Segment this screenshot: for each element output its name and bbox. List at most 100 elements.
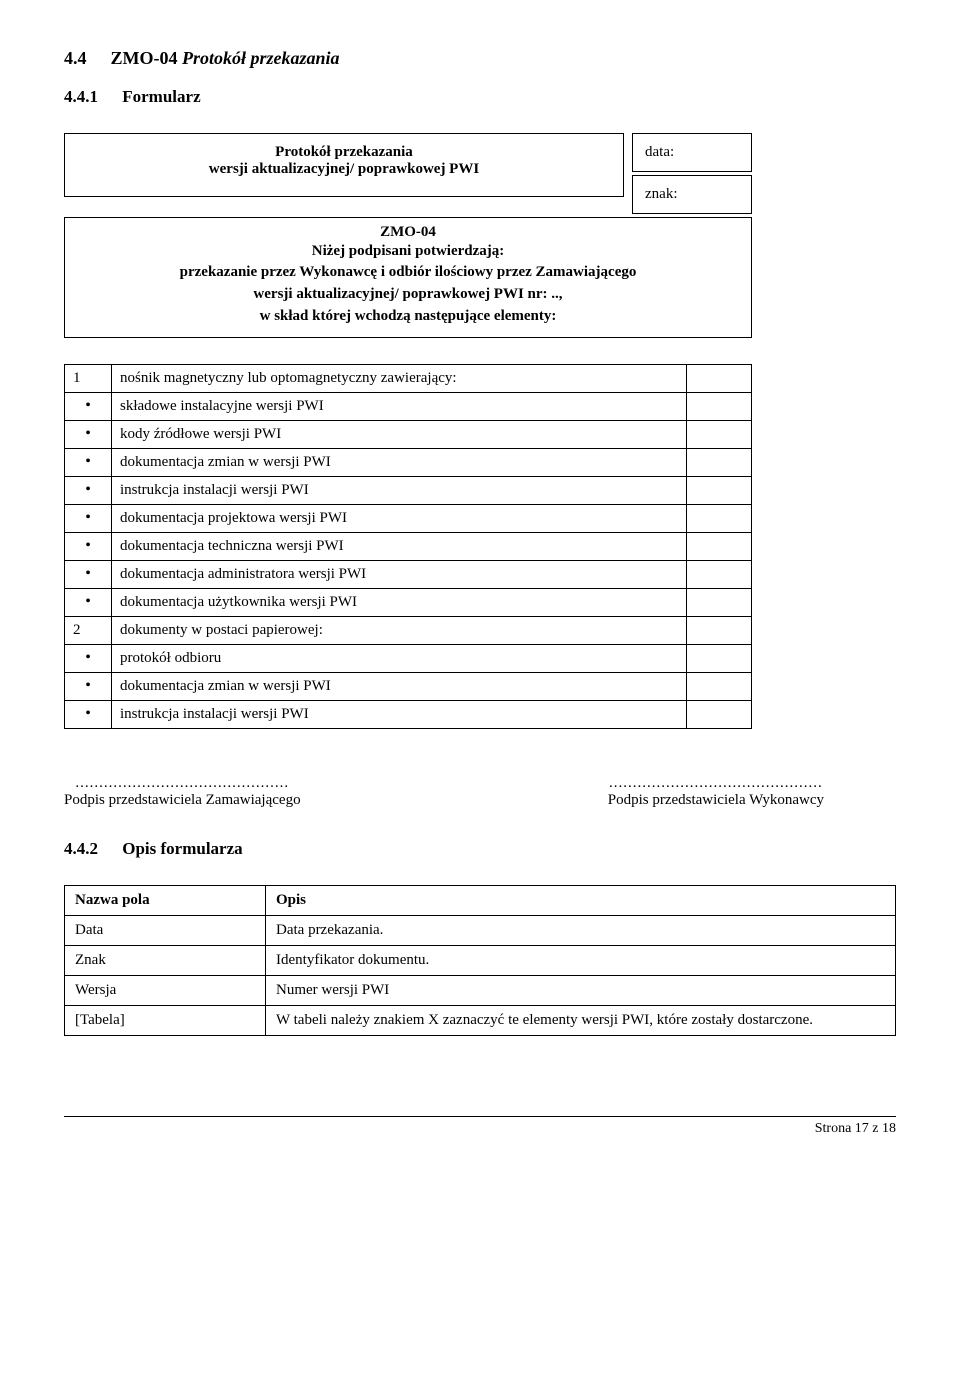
row-marker: •	[65, 505, 112, 533]
table-row: •protokół odbioru	[65, 645, 752, 673]
section-heading: 4.4 ZMO-04 Protokół przekazania	[64, 48, 896, 69]
para-line-3: w skład której wchodzą następujące eleme…	[77, 306, 739, 328]
desc-field-name: [Tabela]	[65, 1006, 266, 1036]
row-text: kody źródłowe wersji PWI	[112, 421, 687, 449]
bullet-icon: •	[73, 706, 103, 722]
row-marker: •	[65, 645, 112, 673]
signature-right: ........................................…	[608, 775, 824, 809]
row-text: dokumentacja administratora wersji PWI	[112, 561, 687, 589]
table-row: • dokumentacja użytkownika wersji PWI	[65, 589, 752, 617]
protokol-line2: wersji aktualizacyjnej/ poprawkowej PWI	[77, 161, 611, 178]
row-mark-cell	[687, 561, 752, 589]
row-mark-cell	[687, 589, 752, 617]
table-row: • dokumentacja projektowa wersji PWI	[65, 505, 752, 533]
sig-label-right: Podpis przedstawiciela Wykonawcy	[608, 792, 824, 809]
footer-rule	[64, 1116, 896, 1117]
page-footer: Strona 17 z 18	[64, 1121, 896, 1137]
row-text: dokumentacja projektowa wersji PWI	[112, 505, 687, 533]
sig-dots-right: ........................................…	[608, 775, 824, 792]
bullet-icon: •	[73, 678, 103, 694]
table-row: • instrukcja instalacji wersji PWI	[65, 701, 752, 729]
row-mark-cell	[687, 701, 752, 729]
row-text: dokumenty w postaci papierowej:	[112, 617, 687, 645]
table-row: 2dokumenty w postaci papierowej:	[65, 617, 752, 645]
table-row: DataData przekazania.	[65, 916, 896, 946]
header-nazwa-pola: Nazwa pola	[65, 886, 266, 916]
table-row: WersjaNumer wersji PWI	[65, 976, 896, 1006]
row-marker: 1	[65, 365, 112, 393]
row-text: protokół odbioru	[112, 645, 687, 673]
row-marker: •	[65, 561, 112, 589]
subsection2-number: 4.4.2	[64, 839, 118, 859]
row-marker: •	[65, 449, 112, 477]
subsection-opis: 4.4.2 Opis formularza	[64, 839, 896, 859]
row-mark-cell	[687, 617, 752, 645]
form-body-box: ZMO-04 Niżej podpisani potwierdzają: prz…	[64, 217, 752, 338]
row-mark-cell	[687, 421, 752, 449]
section-number: 4.4	[64, 48, 106, 69]
row-mark-cell	[687, 505, 752, 533]
row-text: instrukcja instalacji wersji PWI	[112, 701, 687, 729]
row-marker: •	[65, 477, 112, 505]
para-line-1: przekazanie przez Wykonawcę i odbiór ilo…	[77, 262, 739, 284]
row-mark-cell	[687, 449, 752, 477]
row-text: dokumentacja użytkownika wersji PWI	[112, 589, 687, 617]
row-text: dokumentacja techniczna wersji PWI	[112, 533, 687, 561]
row-marker: •	[65, 701, 112, 729]
row-marker: •	[65, 673, 112, 701]
signature-left: ........................................…	[64, 775, 301, 809]
protokol-line1: Protokół przekazania	[77, 144, 611, 161]
bullet-icon: •	[73, 482, 103, 498]
form-header-left: Protokół przekazania wersji aktualizacyj…	[64, 133, 624, 197]
confirm-line: Niżej podpisani potwierdzają:	[77, 243, 739, 260]
row-mark-cell	[687, 673, 752, 701]
row-mark-cell	[687, 645, 752, 673]
table-row: • dokumentacja techniczna wersji PWI	[65, 533, 752, 561]
desc-field-opis: Numer wersji PWI	[266, 976, 896, 1006]
bullet-icon: •	[73, 454, 103, 470]
table-header-row: Nazwa pola Opis	[65, 886, 896, 916]
table-row: • dokumentacja zmian w wersji PWI	[65, 673, 752, 701]
table-row: •kody źródłowe wersji PWI	[65, 421, 752, 449]
table-row: • instrukcja instalacji wersji PWI	[65, 477, 752, 505]
bullet-icon: •	[73, 566, 103, 582]
header-opis: Opis	[266, 886, 896, 916]
desc-field-opis: Identyfikator dokumentu.	[266, 946, 896, 976]
desc-field-opis: W tabeli należy znakiem X zaznaczyć te e…	[266, 1006, 896, 1036]
section-title: Protokół przekazania	[182, 48, 340, 68]
desc-field-opis: Data przekazania.	[266, 916, 896, 946]
row-marker: •	[65, 421, 112, 449]
row-text: dokumentacja zmian w wersji PWI	[112, 673, 687, 701]
subsection-number: 4.4.1	[64, 87, 118, 107]
bullet-icon: •	[73, 510, 103, 526]
subsection-formularz: 4.4.1 Formularz	[64, 87, 896, 107]
elements-table: 1nośnik magnetyczny lub optomagnetyczny …	[64, 364, 752, 729]
table-row: [Tabela]W tabeli należy znakiem X zaznac…	[65, 1006, 896, 1036]
bullet-icon: •	[73, 594, 103, 610]
row-mark-cell	[687, 393, 752, 421]
row-marker: 2	[65, 617, 112, 645]
row-marker: •	[65, 393, 112, 421]
table-row: ZnakIdentyfikator dokumentu.	[65, 946, 896, 976]
row-mark-cell	[687, 477, 752, 505]
bullet-icon: •	[73, 398, 103, 414]
row-mark-cell	[687, 533, 752, 561]
para-line-2: wersji aktualizacyjnej/ poprawkowej PWI …	[77, 284, 739, 306]
signature-row: ........................................…	[64, 775, 824, 809]
row-text: instrukcja instalacji wersji PWI	[112, 477, 687, 505]
znak-field: znak:	[632, 175, 752, 214]
row-text: nośnik magnetyczny lub optomagnetyczny z…	[112, 365, 687, 393]
table-row: 1nośnik magnetyczny lub optomagnetyczny …	[65, 365, 752, 393]
row-mark-cell	[687, 365, 752, 393]
desc-field-name: Data	[65, 916, 266, 946]
zmo-code: ZMO-04	[77, 224, 739, 241]
desc-field-name: Znak	[65, 946, 266, 976]
section-prefix: ZMO-04	[111, 48, 178, 68]
row-text: dokumentacja zmian w wersji PWI	[112, 449, 687, 477]
desc-field-name: Wersja	[65, 976, 266, 1006]
bullet-icon: •	[73, 538, 103, 554]
form-header-row: Protokół przekazania wersji aktualizacyj…	[64, 133, 896, 214]
data-field: data:	[632, 133, 752, 172]
row-text: składowe instalacyjne wersji PWI	[112, 393, 687, 421]
subsection2-title: Opis formularza	[122, 839, 242, 858]
